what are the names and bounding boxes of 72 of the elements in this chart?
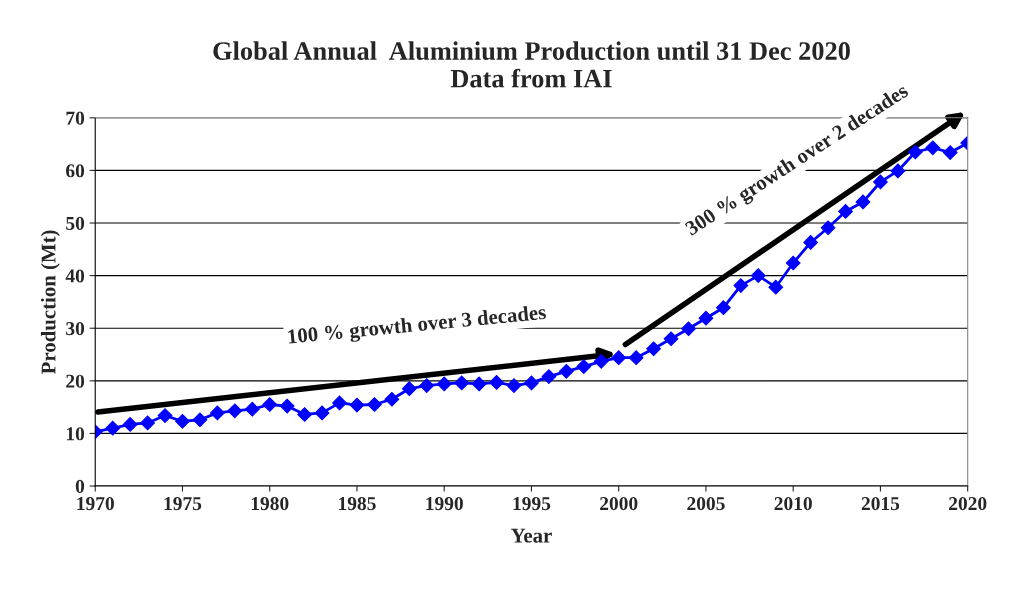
point bbox=[279, 398, 295, 414]
point bbox=[873, 174, 888, 190]
x-tick-label: 1980 bbox=[251, 497, 289, 511]
point bbox=[349, 397, 365, 413]
point bbox=[209, 405, 225, 421]
y-tick-label: 60 bbox=[66, 164, 85, 178]
y-tick-label: 40 bbox=[65, 269, 85, 283]
point bbox=[262, 397, 278, 412]
point bbox=[314, 405, 330, 421]
point bbox=[663, 331, 679, 347]
point bbox=[227, 403, 243, 419]
point bbox=[332, 395, 347, 411]
point bbox=[454, 375, 470, 391]
point bbox=[297, 407, 313, 422]
x-tick-label: 1990 bbox=[426, 497, 463, 511]
x-tick-label: 2005 bbox=[687, 497, 725, 511]
point bbox=[367, 397, 382, 412]
point bbox=[820, 220, 836, 236]
point bbox=[855, 194, 871, 210]
point bbox=[401, 381, 417, 397]
point bbox=[593, 353, 609, 369]
point bbox=[733, 278, 749, 294]
x-tick-label: 1970 bbox=[77, 497, 114, 511]
point bbox=[524, 375, 539, 391]
point bbox=[558, 363, 574, 379]
point bbox=[698, 310, 714, 326]
x-tick-label: 2000 bbox=[600, 497, 638, 511]
point bbox=[803, 235, 819, 250]
point bbox=[628, 350, 644, 366]
x-tick-label: 1985 bbox=[339, 497, 376, 511]
point bbox=[471, 376, 487, 392]
point bbox=[541, 369, 557, 385]
y-tick-label: 0 bbox=[75, 479, 85, 493]
x-axis-title: Year bbox=[511, 528, 552, 543]
point bbox=[750, 268, 766, 284]
y-tick-label: 20 bbox=[66, 374, 85, 388]
point bbox=[140, 415, 155, 431]
x-tick-label: 2015 bbox=[861, 497, 900, 511]
point bbox=[384, 391, 400, 407]
point bbox=[768, 279, 784, 295]
point bbox=[925, 140, 941, 156]
y-tick-label: 30 bbox=[66, 322, 85, 336]
point bbox=[436, 376, 452, 392]
y-tick-label: 70 bbox=[66, 111, 85, 125]
point bbox=[907, 144, 923, 160]
point bbox=[838, 204, 853, 219]
point bbox=[244, 401, 260, 417]
chart-title: Global Annual Aluminium Production until 31 Dec 2020 Data from IAI bbox=[213, 41, 850, 88]
point bbox=[716, 300, 731, 316]
x-tick-label: 1995 bbox=[513, 497, 551, 511]
point bbox=[192, 412, 208, 428]
point bbox=[175, 413, 190, 429]
point bbox=[122, 417, 138, 432]
point bbox=[890, 163, 906, 179]
point bbox=[419, 378, 435, 393]
y-axis-title: Production (Mt) bbox=[40, 230, 60, 374]
x-tick-label: 2020 bbox=[949, 497, 987, 511]
annotation: 100 % growth over 3 decades bbox=[287, 304, 547, 349]
point bbox=[506, 378, 522, 393]
point bbox=[646, 341, 661, 357]
point bbox=[576, 359, 592, 375]
x-tick-label: 2010 bbox=[774, 497, 812, 511]
point bbox=[611, 350, 627, 366]
point bbox=[157, 408, 173, 423]
x-tick-label: 1975 bbox=[164, 497, 202, 511]
y-tick-label: 10 bbox=[66, 427, 85, 441]
point bbox=[489, 375, 504, 390]
y-tick-label: 50 bbox=[66, 216, 85, 230]
point bbox=[681, 321, 696, 337]
point bbox=[942, 145, 958, 160]
point bbox=[785, 255, 801, 271]
point bbox=[105, 420, 121, 436]
